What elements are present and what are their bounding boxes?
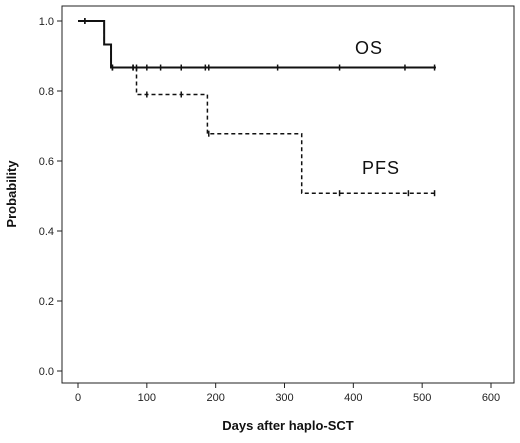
x-tick-label: 200 [206,392,224,404]
x-tick-label: 0 [75,392,81,404]
x-tick-label: 500 [413,392,431,404]
x-tick-label: 400 [344,392,362,404]
y-tick-label: 0.2 [39,296,54,308]
series-line-os [78,20,436,69]
y-tick-label: 0.0 [39,366,54,378]
series-lines [78,20,436,194]
x-tick-label: 600 [482,392,500,404]
censor-marks [84,18,436,197]
series-label-pfs: PFS [362,158,400,178]
y-tick-label: 0.8 [39,86,54,98]
y-tick-label: 0.4 [39,226,54,238]
series-label-os: OS [355,38,383,58]
x-tick-label: 300 [275,392,293,404]
y-tick-label: 1.0 [39,16,54,28]
axis-ticks [57,20,492,388]
x-tick-label: 100 [138,392,156,404]
x-axis-title: Days after haplo-SCT [222,418,354,433]
y-tick-label: 0.6 [39,156,54,168]
y-axis-title: Probability [4,160,19,228]
axis-tick-labels: 0 100 200 300 400 500 600 0.0 0.2 0.4 0.6 0.8 1.0 [39,16,500,404]
plot-frame [61,5,515,384]
